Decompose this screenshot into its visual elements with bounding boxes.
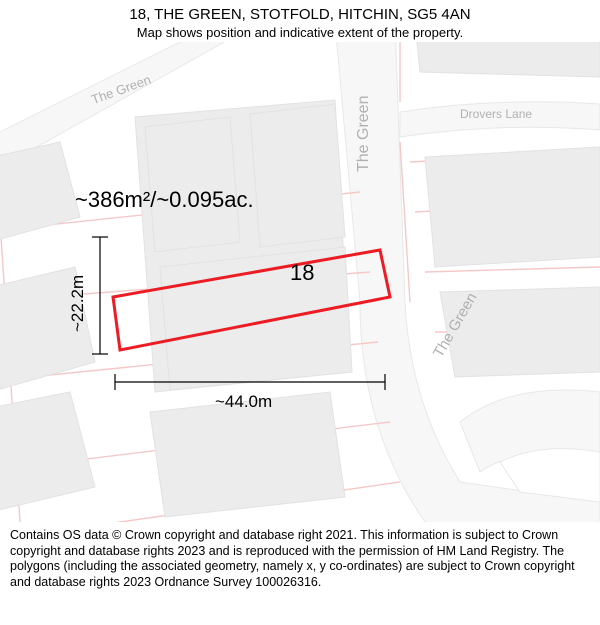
- property-number-label: 18: [290, 260, 314, 286]
- header: 18, THE GREEN, STOTFOLD, HITCHIN, SG5 4A…: [0, 0, 600, 42]
- street-label-the-green-vertical: The Green: [355, 96, 373, 172]
- page-subtitle: Map shows position and indicative extent…: [10, 25, 590, 40]
- page-title: 18, THE GREEN, STOTFOLD, HITCHIN, SG5 4A…: [10, 6, 590, 23]
- street-label-drovers-lane: Drovers Lane: [460, 107, 532, 121]
- map-container: The Green The Green The Green Drovers La…: [0, 42, 600, 522]
- area-label: ~386m²/~0.095ac.: [75, 187, 254, 213]
- footer-copyright: Contains OS data © Crown copyright and d…: [0, 522, 600, 601]
- dimension-vertical-label: ~22.2m: [68, 275, 88, 332]
- dimension-horizontal-label: ~44.0m: [215, 392, 272, 412]
